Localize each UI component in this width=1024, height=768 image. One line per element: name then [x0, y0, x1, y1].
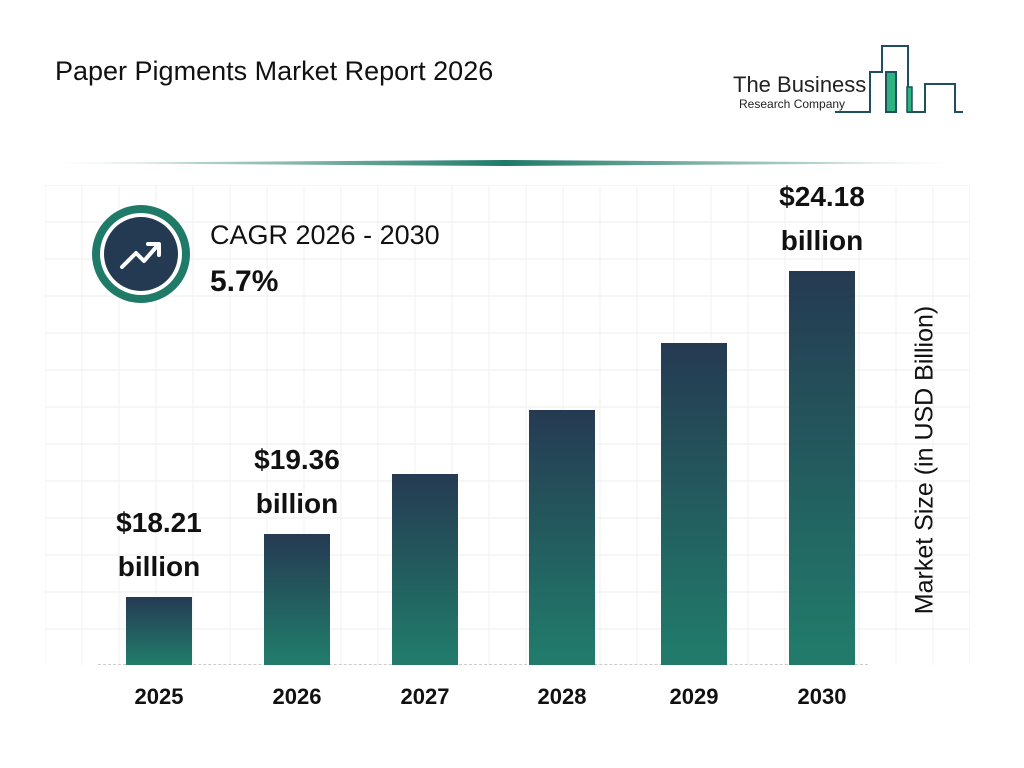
- data-label: $18.21 billion: [79, 501, 239, 589]
- data-label-value: $24.18: [779, 181, 865, 212]
- x-tick-label: 2030: [797, 684, 847, 709]
- logo-text: The Business: [733, 72, 867, 97]
- company-logo: The Business Research Company: [725, 40, 965, 120]
- logo-subtext: Research Company: [739, 97, 846, 111]
- data-label-unit: billion: [117, 551, 201, 582]
- data-label-value: $18.21: [116, 507, 202, 538]
- bar-2029: [661, 342, 727, 665]
- cagr-badge: [92, 205, 190, 303]
- divider: [40, 160, 970, 166]
- data-label-unit: billion: [780, 225, 864, 256]
- cagr-value: 5.7%: [210, 265, 279, 298]
- bar-2028: [529, 410, 595, 665]
- x-axis-baseline: [98, 664, 868, 665]
- cagr-label: CAGR 2026 - 2030: [210, 220, 440, 250]
- bar-2025: [126, 597, 192, 665]
- data-label: $19.36 billion: [217, 438, 377, 526]
- page-title: Paper Pigments Market Report 2026: [55, 56, 494, 86]
- data-label-unit: billion: [255, 488, 339, 520]
- x-tick-label: 2026: [272, 684, 322, 709]
- bar-2027: [392, 474, 458, 665]
- bar-2026: [264, 534, 330, 665]
- y-axis-label: Market Size (in USD Billion): [910, 305, 939, 615]
- trending-up-icon: [120, 242, 161, 269]
- x-tick-label: 2025: [134, 684, 184, 709]
- data-label: $24.18 billion: [742, 175, 902, 263]
- data-label-value: $19.36: [254, 444, 340, 476]
- x-tick-label: 2029: [669, 684, 719, 709]
- x-tick-label: 2028: [537, 684, 587, 709]
- x-tick-label: 2027: [400, 684, 450, 709]
- bar-2030: [789, 271, 855, 665]
